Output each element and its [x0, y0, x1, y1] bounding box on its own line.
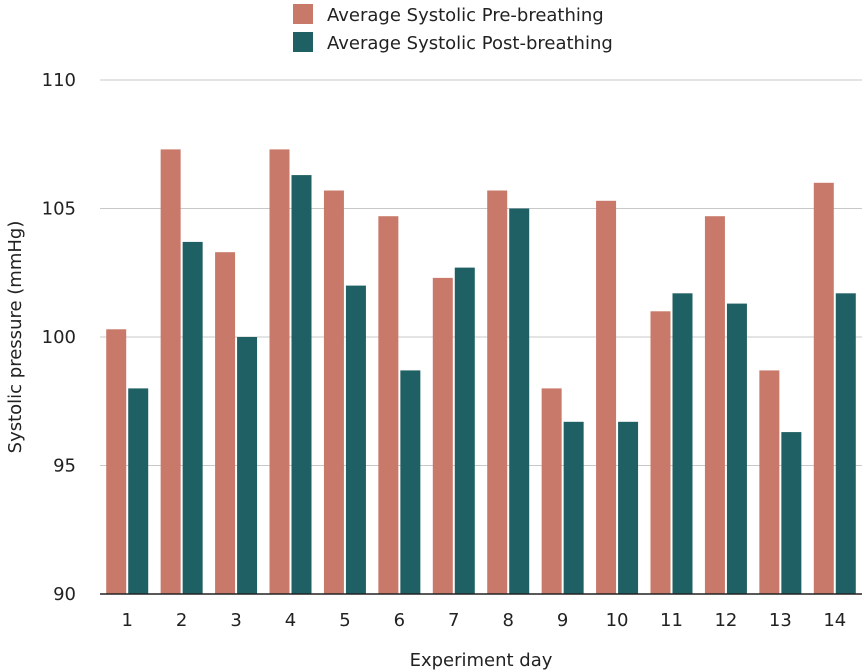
- bar-series2-day-11: [672, 293, 693, 594]
- y-tick-label: 110: [42, 70, 76, 91]
- legend: Average Systolic Pre-breathing Average Sy…: [293, 4, 613, 54]
- legend-label-series2: Average Systolic Post-breathing: [327, 33, 613, 54]
- x-tick-label: 3: [230, 610, 241, 631]
- x-tick-label: 12: [714, 610, 737, 631]
- y-tick-label: 105: [42, 199, 76, 220]
- bar-series1-day-5: [323, 190, 344, 594]
- bar-series2-day-10: [618, 421, 639, 594]
- x-tick-label: 7: [448, 610, 459, 631]
- bar-series2-day-3: [237, 337, 258, 594]
- y-tick-label: 100: [42, 327, 76, 348]
- x-tick-label: 2: [176, 610, 187, 631]
- x-tick-label: 14: [823, 610, 846, 631]
- bar-series2-day-4: [291, 175, 312, 594]
- x-tick-label: 10: [606, 610, 629, 631]
- x-axis-title: Experiment day: [410, 650, 553, 671]
- bar-series2-day-7: [454, 267, 475, 594]
- bar-series2-day-6: [400, 370, 421, 594]
- y-axis-title: Systolic pressure (mmHg): [5, 221, 26, 454]
- bar-series2-day-14: [835, 293, 856, 594]
- x-tick-label: 5: [339, 610, 350, 631]
- bar-series2-day-9: [563, 421, 584, 594]
- bar-series1-day-2: [160, 149, 181, 594]
- x-tick-label: 9: [557, 610, 568, 631]
- bar-series1-day-11: [650, 311, 671, 594]
- x-tick-label: 4: [285, 610, 296, 631]
- bar-series1-day-14: [813, 182, 834, 595]
- legend-label-series1: Average Systolic Pre-breathing: [327, 5, 604, 26]
- x-tick-label: 13: [769, 610, 792, 631]
- bar-series2-day-13: [781, 432, 802, 594]
- bar-series1-day-3: [215, 252, 236, 594]
- x-tick-label: 1: [121, 610, 132, 631]
- y-axis-ticks: 90 95 100 105 110: [42, 70, 76, 605]
- bars: [106, 149, 856, 595]
- y-tick-label: 95: [53, 456, 76, 477]
- bar-series1-day-6: [378, 216, 399, 594]
- x-axis-ticks: 1 2 3 4 5 6 7 8 9 10 11 12 13 14: [121, 610, 846, 631]
- bar-series2-day-1: [128, 388, 149, 594]
- y-tick-label: 90: [53, 584, 76, 605]
- bar-series1-day-10: [596, 200, 617, 595]
- gridlines: [100, 79, 862, 466]
- bar-series1-day-7: [432, 277, 453, 594]
- legend-swatch-series1: [293, 4, 313, 24]
- bar-series1-day-9: [541, 388, 562, 594]
- bar-series2-day-5: [345, 285, 366, 594]
- bar-series2-day-12: [726, 303, 747, 594]
- legend-swatch-series2: [293, 32, 313, 52]
- bar-series1-day-4: [269, 149, 290, 594]
- bar-series1-day-1: [106, 329, 127, 594]
- x-tick-label: 6: [394, 610, 405, 631]
- bar-series2-day-8: [509, 208, 530, 594]
- x-tick-label: 11: [660, 610, 683, 631]
- x-tick-label: 8: [502, 610, 513, 631]
- bar-series2-day-2: [182, 241, 203, 594]
- bar-series1-day-13: [759, 370, 780, 594]
- bar-series1-day-12: [704, 216, 725, 594]
- bar-series1-day-8: [487, 190, 508, 594]
